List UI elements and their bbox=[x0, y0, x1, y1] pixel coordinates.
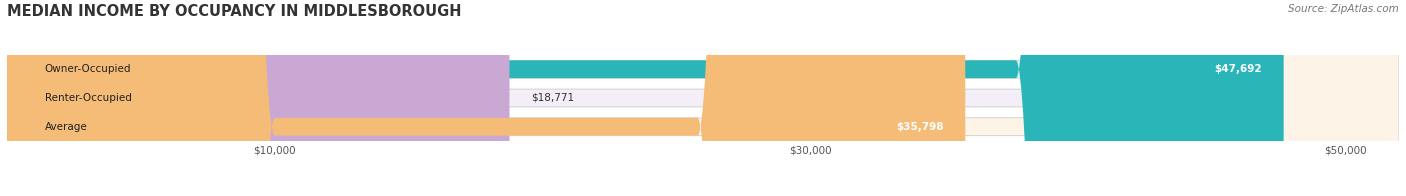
FancyBboxPatch shape bbox=[7, 0, 1399, 196]
Text: $18,771: $18,771 bbox=[531, 93, 574, 103]
Text: Average: Average bbox=[45, 122, 87, 132]
Text: MEDIAN INCOME BY OCCUPANCY IN MIDDLESBOROUGH: MEDIAN INCOME BY OCCUPANCY IN MIDDLESBOR… bbox=[7, 4, 461, 19]
Text: $47,692: $47,692 bbox=[1215, 64, 1263, 74]
Text: Source: ZipAtlas.com: Source: ZipAtlas.com bbox=[1288, 4, 1399, 14]
FancyBboxPatch shape bbox=[7, 0, 509, 196]
FancyBboxPatch shape bbox=[7, 0, 1399, 196]
Text: $35,798: $35,798 bbox=[897, 122, 943, 132]
FancyBboxPatch shape bbox=[7, 0, 1399, 196]
Text: Owner-Occupied: Owner-Occupied bbox=[45, 64, 131, 74]
Text: Renter-Occupied: Renter-Occupied bbox=[45, 93, 131, 103]
FancyBboxPatch shape bbox=[7, 0, 966, 196]
FancyBboxPatch shape bbox=[7, 0, 1284, 196]
